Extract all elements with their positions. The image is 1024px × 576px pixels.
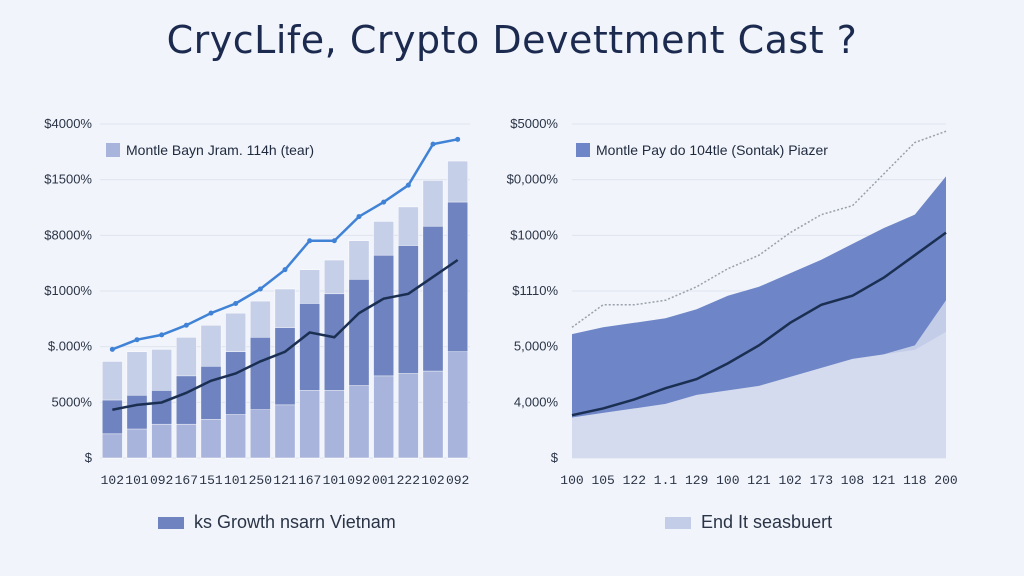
legend-swatch xyxy=(665,516,691,529)
y-tick-label: 5,000% xyxy=(514,339,559,354)
bar xyxy=(274,404,296,459)
x-tick-label: 167 xyxy=(175,473,198,488)
area-series-base xyxy=(572,331,946,458)
y-tick-label: $8000% xyxy=(44,227,92,242)
x-tick-label: 129 xyxy=(685,473,708,488)
x-tick-label: 108 xyxy=(841,473,864,488)
x-tick-label: 121 xyxy=(872,473,896,488)
x-tick-label: 118 xyxy=(903,473,926,488)
x-tick-label: 121 xyxy=(747,473,771,488)
bar xyxy=(225,414,247,459)
bar xyxy=(249,409,271,459)
x-tick-label: 001 xyxy=(372,473,396,488)
bar xyxy=(348,385,370,459)
legend-swatch xyxy=(106,143,120,157)
x-tick-label: 102 xyxy=(421,473,444,488)
y-tick-label: 4,000% xyxy=(514,394,559,409)
bar xyxy=(373,375,395,459)
bar xyxy=(200,419,222,459)
line-point xyxy=(307,238,313,244)
y-tick-label: $4000% xyxy=(44,116,92,131)
x-tick-label: 102 xyxy=(101,473,124,488)
bar xyxy=(422,370,444,459)
line-point xyxy=(282,267,288,273)
y-tick-label: $1110% xyxy=(512,283,558,298)
line-point xyxy=(134,337,140,343)
bar xyxy=(126,428,148,459)
bottom-legend-right: End It seasbuert xyxy=(665,512,832,533)
y-tick-label: $5000% xyxy=(510,116,558,131)
bar xyxy=(175,423,197,459)
x-tick-label: 173 xyxy=(810,473,833,488)
line-point xyxy=(159,332,165,338)
y-tick-label: $0,000% xyxy=(507,172,559,187)
x-tick-label: 105 xyxy=(591,473,614,488)
y-tick-label: $1000% xyxy=(510,227,558,242)
bar xyxy=(299,390,321,459)
bottom-legend-left-label: ks Growth nsarn Vietnam xyxy=(194,512,396,532)
line-point xyxy=(430,141,436,147)
x-tick-label: 101 xyxy=(224,473,248,488)
series-line-dotted xyxy=(571,130,947,328)
line-point xyxy=(405,182,411,188)
y-tick-label: $ xyxy=(85,450,93,465)
x-tick-label: 092 xyxy=(446,473,469,488)
x-tick-label: 092 xyxy=(150,473,173,488)
legend-swatch xyxy=(576,143,590,157)
line-point xyxy=(233,300,239,306)
bar xyxy=(323,390,345,459)
chart-title: CrycLife, Crypto Devettment Cast ? xyxy=(166,18,858,62)
x-tick-label: 1.1 xyxy=(654,473,678,488)
bar xyxy=(151,423,173,459)
x-tick-label: 100 xyxy=(560,473,583,488)
line-point xyxy=(356,214,362,220)
legend-label: Montle Bayn Jram. 114h (tear) xyxy=(126,142,314,158)
line-point xyxy=(331,238,337,244)
x-tick-label: 200 xyxy=(934,473,957,488)
y-tick-label: 5000% xyxy=(52,394,93,409)
line-point xyxy=(208,310,214,316)
y-tick-label: $1500% xyxy=(44,172,92,187)
line-point xyxy=(257,286,263,292)
x-tick-label: 121 xyxy=(273,473,297,488)
x-tick-label: 122 xyxy=(623,473,646,488)
bar xyxy=(101,433,123,459)
legend-label: Montle Pay do 104tle (Sontak) Piazer xyxy=(596,142,828,158)
series-line-dark xyxy=(112,258,459,411)
x-tick-label: 101 xyxy=(323,473,347,488)
bottom-legend-left: ks Growth nsarn Vietnam xyxy=(158,512,396,533)
line-point xyxy=(183,322,189,328)
line-point xyxy=(455,136,461,142)
legend-swatch xyxy=(158,516,184,529)
bar xyxy=(447,351,469,459)
left-bar-chart: $4000%$1500%$8000%$1000%$.000%5000%$102 1… xyxy=(44,116,470,488)
x-tick-label: 222 xyxy=(397,473,420,488)
line-point xyxy=(109,346,115,352)
line-point xyxy=(381,199,387,205)
x-tick-label: 102 xyxy=(778,473,801,488)
right-area-chart: $5000% $0,000% $1000% $1110% 5,000% 4,000% $10… xyxy=(507,116,958,488)
bottom-legend-right-label: End It seasbuert xyxy=(701,512,833,532)
y-tick-label: $.000% xyxy=(48,339,93,354)
x-tick-label: 151 xyxy=(199,473,223,488)
y-tick-label: $1000% xyxy=(44,283,92,298)
x-tick-label: 100 xyxy=(716,473,739,488)
x-tick-label: 101 xyxy=(125,473,149,488)
bar xyxy=(397,373,419,459)
y-tick-label: $ xyxy=(551,450,559,465)
x-tick-label: 250 xyxy=(249,473,272,488)
x-tick-label: 092 xyxy=(347,473,370,488)
x-tick-label: 167 xyxy=(298,473,321,488)
series-line-dark xyxy=(571,231,947,417)
